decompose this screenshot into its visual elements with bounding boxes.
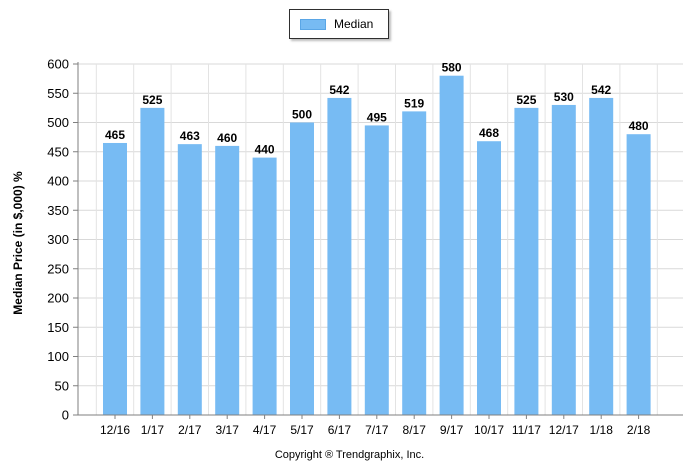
data-label: 525 — [142, 93, 162, 107]
x-tick-label: 5/17 — [290, 423, 314, 437]
data-label: 500 — [292, 108, 312, 122]
bar — [402, 111, 427, 415]
bar — [589, 97, 614, 416]
y-tick-label: 450 — [47, 144, 69, 159]
data-label: 480 — [629, 119, 649, 133]
data-label: 525 — [516, 93, 536, 107]
bar — [327, 97, 352, 416]
y-tick-label: 600 — [47, 57, 69, 72]
data-label: 580 — [442, 61, 462, 75]
y-tick-label: 500 — [47, 115, 69, 130]
legend: Median — [289, 9, 389, 39]
y-tick-label: 300 — [47, 232, 69, 247]
y-tick-label: 200 — [47, 291, 69, 306]
y-tick-label: 550 — [47, 86, 69, 101]
data-label: 519 — [404, 96, 424, 110]
legend-swatch-median — [300, 18, 326, 30]
x-tick-label: 2/17 — [178, 423, 202, 437]
data-label: 495 — [367, 110, 387, 124]
bar-series-median — [103, 75, 651, 416]
bar — [477, 141, 501, 415]
x-tick-label: 6/17 — [328, 423, 352, 437]
y-tick-label: 400 — [47, 174, 69, 189]
y-tick-label: 250 — [47, 261, 69, 276]
bar — [140, 107, 165, 415]
bar — [364, 125, 389, 416]
y-tick-label: 0 — [62, 408, 69, 423]
legend-label-median: Median — [334, 17, 374, 31]
x-tick-label: 11/17 — [512, 423, 541, 437]
x-tick-label: 12/17 — [549, 423, 579, 437]
x-tick-label: 2/18 — [627, 423, 651, 437]
x-tick-label: 12/16 — [100, 423, 130, 437]
chart-axes: 0 50 100 150 200 250 300 350 400 450 500 550 600 12/1… — [47, 57, 683, 437]
x-tick-label: 8/17 — [403, 423, 427, 437]
bar — [551, 104, 576, 415]
y-axis-title: Median Price (in $,000) % — [11, 171, 25, 315]
x-tick-label: 1/17 — [141, 423, 165, 437]
data-label: 542 — [329, 83, 349, 97]
data-label: 468 — [479, 126, 499, 140]
bar — [290, 122, 314, 415]
x-tick-label: 3/17 — [216, 423, 240, 437]
copyright-footer: Copyright ® Trendgraphix, Inc. — [274, 449, 425, 461]
x-tick-label: 1/18 — [590, 423, 614, 437]
data-label: 463 — [180, 129, 200, 143]
x-tick-label: 7/17 — [365, 423, 389, 437]
bar — [439, 75, 464, 415]
y-tick-label: 50 — [55, 378, 69, 393]
y-tick-label: 150 — [47, 320, 69, 335]
x-tick-label: 4/17 — [253, 423, 277, 437]
x-tick-label: 9/17 — [440, 423, 464, 437]
bar — [514, 107, 539, 415]
data-label: 465 — [105, 128, 125, 142]
bar — [252, 157, 277, 415]
data-labels: 465 525 463 460 440 500 542 495 519 580 468 525 530 5… — [105, 61, 649, 157]
y-tick-label: 350 — [47, 203, 69, 218]
bar — [215, 145, 240, 415]
bar — [626, 134, 651, 415]
data-label: 460 — [217, 131, 237, 145]
bar — [103, 142, 127, 415]
data-label: 530 — [554, 90, 574, 104]
data-label: 542 — [591, 83, 611, 97]
x-tick-label: 10/17 — [474, 423, 504, 437]
y-tick-label: 100 — [47, 349, 69, 364]
data-label: 440 — [255, 143, 275, 157]
bar — [177, 144, 202, 415]
